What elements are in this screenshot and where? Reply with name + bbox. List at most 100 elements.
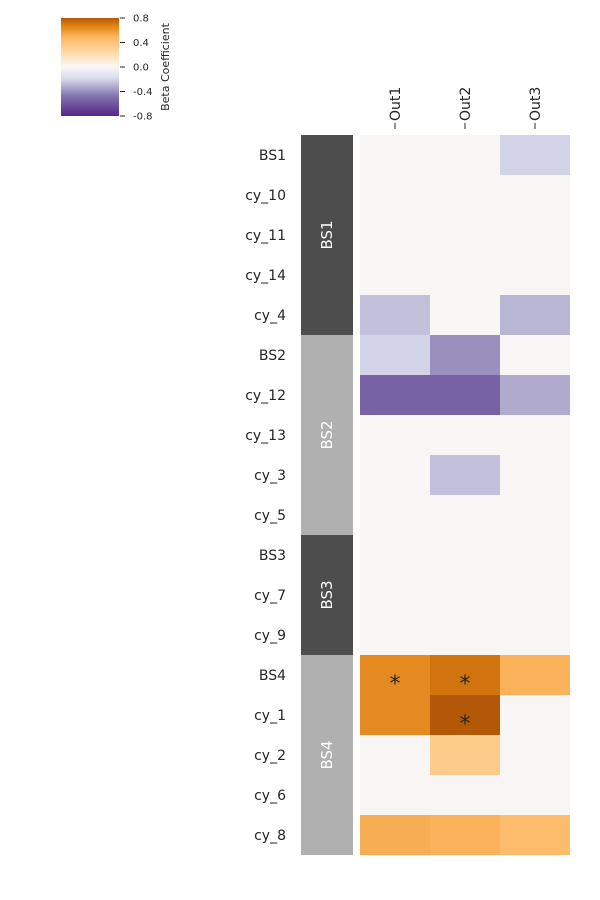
heatmap-cell <box>430 375 500 415</box>
column-label: Out1 <box>388 87 404 121</box>
row-label: cy_5 <box>254 508 286 524</box>
heatmap-cell <box>500 495 570 535</box>
heatmap-cell <box>500 655 570 695</box>
group-annotation-bar: BS1 BS2 BS3 BS4 <box>301 135 353 855</box>
heatmap-cell <box>500 335 570 375</box>
row-label: cy_13 <box>245 428 286 444</box>
colorbar-tick-label: 0.4 <box>133 38 149 49</box>
heatmap-cell <box>360 575 430 615</box>
heatmap-cell <box>500 695 570 735</box>
heatmap-cell <box>430 415 500 455</box>
row-label: cy_3 <box>254 468 286 484</box>
row-label: cy_7 <box>254 588 286 604</box>
heatmap-cell <box>500 535 570 575</box>
heatmap-cell <box>430 455 500 495</box>
row-label: cy_8 <box>254 828 286 844</box>
colorbar-tick-label: -0.8 <box>133 112 153 123</box>
heatmap-cell <box>430 615 500 655</box>
group-block <box>301 135 353 335</box>
heatmap-cell <box>500 135 570 175</box>
heatmap-cell <box>360 255 430 295</box>
row-label: cy_4 <box>254 308 286 324</box>
colorbar-tick-label: 0.8 <box>133 14 149 25</box>
row-label: cy_6 <box>254 788 286 804</box>
row-label: cy_10 <box>245 188 286 204</box>
heatmap-cell <box>500 415 570 455</box>
heatmap-cell <box>360 735 430 775</box>
heatmap-cell <box>430 495 500 535</box>
heatmap-cell <box>360 775 430 815</box>
heatmap-cells <box>360 135 570 855</box>
heatmap-cell <box>360 615 430 655</box>
heatmap-cell <box>360 415 430 455</box>
significance-star: * <box>460 672 471 697</box>
heatmap-cell <box>430 135 500 175</box>
column-labels: Out1 Out2 Out3 <box>388 87 544 129</box>
group-label: BS3 <box>318 580 336 609</box>
group-block <box>301 335 353 535</box>
row-label: cy_1 <box>254 708 286 724</box>
group-block <box>301 535 353 655</box>
heatmap-cell <box>430 215 500 255</box>
heatmap-cell <box>430 695 500 735</box>
heatmap-cell <box>360 175 430 215</box>
heatmap-cell <box>500 295 570 335</box>
heatmap-cell <box>500 175 570 215</box>
group-block <box>301 655 353 855</box>
significance-star: * <box>390 672 401 697</box>
row-label: BS4 <box>259 668 286 684</box>
heatmap-cell <box>430 175 500 215</box>
heatmap-cell <box>500 815 570 855</box>
significance-markers: * * * <box>390 672 471 737</box>
row-label: cy_11 <box>245 228 286 244</box>
heatmap-cell <box>500 215 570 255</box>
heatmap-cell <box>430 775 500 815</box>
heatmap-cell <box>500 615 570 655</box>
heatmap-cell <box>500 455 570 495</box>
heatmap-cell <box>500 255 570 295</box>
heatmap-cell <box>430 295 500 335</box>
colorbar-ticks: 0.8 0.4 0.0 -0.4 -0.8 <box>120 14 153 123</box>
heatmap-cell <box>430 575 500 615</box>
heatmap-cell <box>360 295 430 335</box>
heatmap-cell <box>360 215 430 255</box>
group-label: BS4 <box>318 740 336 769</box>
colorbar-tick-label: -0.4 <box>133 87 153 98</box>
heatmap-cell <box>360 695 430 735</box>
heatmap-cell <box>360 455 430 495</box>
row-label: cy_9 <box>254 628 286 644</box>
colorbar-label: Beta Coefficient <box>159 22 172 111</box>
heatmap-cell <box>500 375 570 415</box>
colorbar-gradient <box>61 18 119 116</box>
heatmap-cell <box>430 255 500 295</box>
row-label: BS3 <box>259 548 286 564</box>
heatmap-cell <box>430 735 500 775</box>
heatmap-cell <box>360 375 430 415</box>
group-label: BS2 <box>318 420 336 449</box>
heatmap-cell <box>360 495 430 535</box>
row-label: cy_2 <box>254 748 286 764</box>
group-label: BS1 <box>318 220 336 249</box>
row-label: cy_14 <box>245 268 286 284</box>
row-label: BS2 <box>259 348 286 364</box>
heatmap-cell <box>430 655 500 695</box>
column-label: Out3 <box>528 87 544 121</box>
significance-star: * <box>460 712 471 737</box>
colorbar: 0.8 0.4 0.0 -0.4 -0.8 Beta Coefficient <box>61 14 172 123</box>
row-labels: BS1 cy_10 cy_11 cy_14 cy_4 BS2 cy_12 cy_13 cy_3c… <box>245 148 286 844</box>
heatmap-cell <box>430 535 500 575</box>
heatmap-cell <box>500 575 570 615</box>
heatmap-cell <box>360 335 430 375</box>
heatmap-cell <box>360 655 430 695</box>
heatmap-cell <box>430 335 500 375</box>
row-label: cy_12 <box>245 388 286 404</box>
colorbar-tick-label: 0.0 <box>133 63 149 74</box>
heatmap-cell <box>360 135 430 175</box>
column-label: Out2 <box>458 87 474 121</box>
heatmap-cell <box>500 735 570 775</box>
heatmap-cell <box>360 535 430 575</box>
heatmap-cell <box>430 815 500 855</box>
heatmap-cell <box>500 775 570 815</box>
heatmap-cell <box>360 815 430 855</box>
